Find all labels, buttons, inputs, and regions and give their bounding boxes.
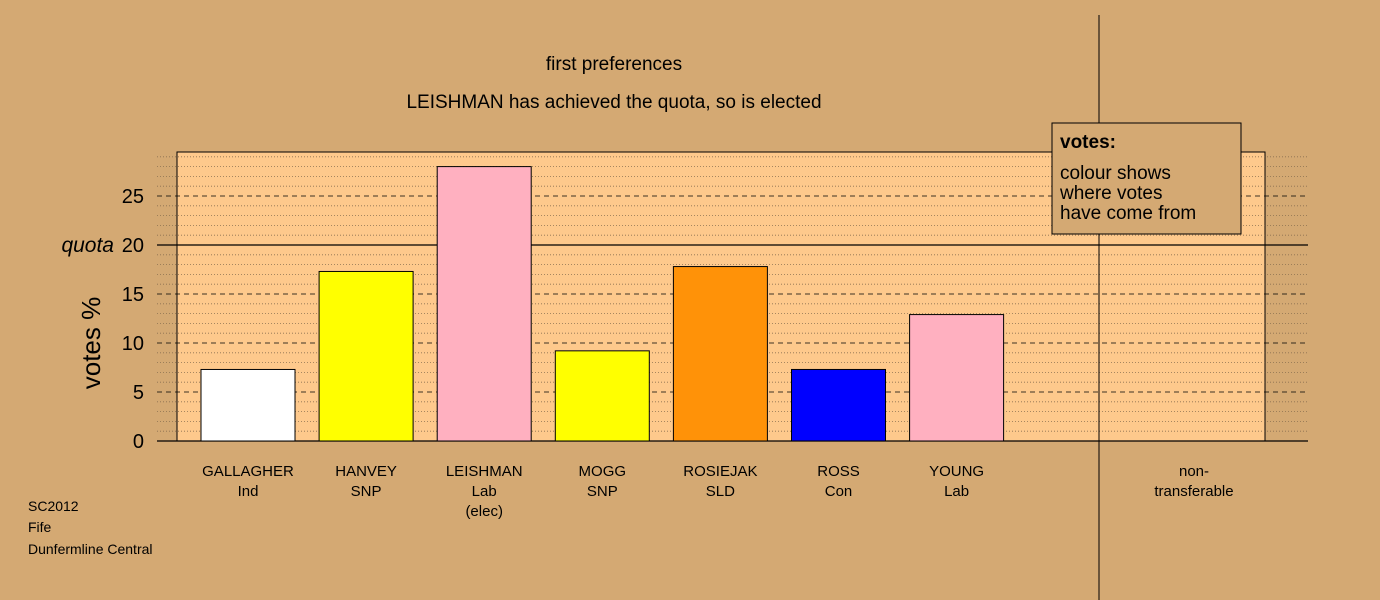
legend-line-2: where votes — [1059, 183, 1162, 204]
bar-gallagher — [200, 368, 296, 442]
chart-subtitle: LEISHMAN has achieved the quota, so is e… — [406, 92, 821, 113]
x-label-name: LEISHMAN — [446, 463, 523, 480]
y-tick-label: 20 — [122, 235, 144, 257]
bar-rosiejak — [672, 266, 768, 442]
footer-election: SC2012 — [28, 498, 79, 514]
legend: votes: colour shows where votes have com… — [1051, 122, 1242, 235]
x-label-name: YOUNG — [929, 463, 984, 480]
x-label-party: Lab — [944, 483, 969, 500]
y-tick-label: 10 — [122, 333, 144, 355]
x-label-party: Lab — [472, 483, 497, 500]
nontransferable-label: transferable — [1154, 483, 1233, 500]
x-label-party: Con — [825, 483, 853, 500]
legend-line-3: have come from — [1060, 203, 1196, 224]
y-tick-label: 5 — [133, 382, 144, 404]
y-axis-label: votes % — [76, 297, 106, 390]
bars — [200, 166, 1005, 442]
x-label-party: SNP — [351, 483, 382, 500]
bar-ross — [791, 368, 886, 442]
chart-title: first preferences — [546, 54, 682, 75]
y-tick-label: 15 — [122, 284, 144, 306]
bar-young — [909, 314, 1005, 442]
y-tick-label: 0 — [133, 431, 144, 453]
x-label-party: Ind — [238, 483, 259, 500]
quota-label: quota — [61, 234, 114, 257]
x-label-note: (elec) — [465, 503, 503, 520]
legend-line-1: colour shows — [1060, 163, 1171, 184]
x-label-party: SNP — [587, 483, 618, 500]
x-label-name: MOGG — [579, 463, 627, 480]
x-label-name: ROSS — [817, 463, 860, 480]
footer-council: Fife — [28, 519, 52, 535]
x-label-party: SLD — [706, 483, 735, 500]
legend-heading: votes: — [1060, 132, 1116, 153]
bar-leishman — [436, 166, 532, 442]
x-label-name: GALLAGHER — [202, 463, 294, 480]
x-label-name: HANVEY — [335, 463, 397, 480]
legend-box — [1051, 122, 1242, 235]
footer-ward: Dunfermline Central — [28, 541, 153, 557]
x-labels: GALLAGHER Ind HANVEY SNP LEISHMAN Lab (elec) MO… — [202, 463, 1233, 520]
y-tick-label: 25 — [122, 186, 144, 208]
x-label-name: ROSIEJAK — [683, 463, 757, 480]
bar-mogg — [554, 350, 650, 442]
y-ticks: 0 5 10 15 20 25 — [122, 186, 144, 453]
nontransferable-label: non- — [1179, 463, 1209, 480]
bar-hanvey — [318, 270, 414, 442]
